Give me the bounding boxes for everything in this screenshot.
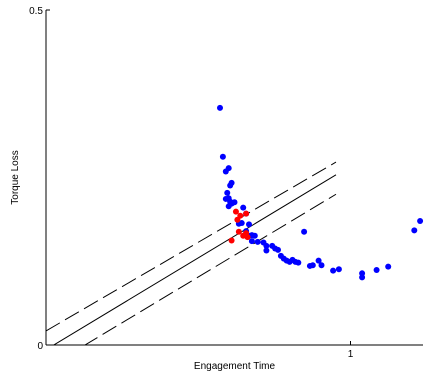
fit-line-dashed-2 bbox=[84, 193, 337, 345]
data-point-s0-17 bbox=[246, 221, 252, 228]
data-point-s0-39 bbox=[309, 262, 316, 269]
data-point-s1-7 bbox=[244, 234, 251, 241]
y-tick-label-1: 0.5 bbox=[29, 6, 43, 17]
ticks: 100.5 bbox=[29, 6, 354, 360]
data-point-s0-5 bbox=[228, 179, 235, 186]
data-point-s0-29 bbox=[275, 246, 281, 253]
data-point-s1-3 bbox=[243, 210, 250, 217]
data-point-s0-12 bbox=[225, 203, 232, 210]
axes bbox=[45, 10, 423, 346]
data-point-s0-1 bbox=[219, 153, 226, 160]
data-point-s0-21 bbox=[251, 232, 258, 239]
data-point-s0-48 bbox=[411, 227, 418, 234]
data-point-s0-41 bbox=[318, 262, 325, 269]
data-point-s0-23 bbox=[254, 238, 261, 245]
data-point-s0-13 bbox=[240, 204, 247, 211]
data-point-s0-43 bbox=[335, 266, 342, 273]
data-point-s0-6 bbox=[224, 189, 231, 196]
fit-line-solid-0 bbox=[52, 174, 337, 345]
data-point-s1-8 bbox=[228, 237, 235, 244]
fit-line-dashed-1 bbox=[46, 161, 337, 332]
data-point-s0-37 bbox=[301, 228, 308, 235]
data-point-s0-45 bbox=[359, 274, 366, 281]
data-point-s0-0 bbox=[217, 104, 223, 111]
data-point-s0-28 bbox=[263, 247, 270, 254]
x-axis-label: Engagement Time bbox=[194, 361, 276, 372]
x-tick-label-0: 1 bbox=[348, 349, 354, 360]
y-tick-label-0: 0 bbox=[37, 341, 43, 352]
y-axis-label: Torque Loss bbox=[10, 150, 21, 204]
data-point-s0-22 bbox=[248, 238, 255, 245]
data-points bbox=[217, 104, 424, 281]
data-point-s1-4 bbox=[235, 228, 242, 235]
data-point-s1-0 bbox=[232, 208, 239, 215]
data-point-s0-49 bbox=[417, 218, 424, 225]
data-point-s0-42 bbox=[330, 267, 337, 274]
fit-lines bbox=[46, 161, 337, 345]
data-point-s0-46 bbox=[373, 266, 380, 273]
data-point-s0-11 bbox=[231, 199, 238, 206]
data-point-s0-36 bbox=[295, 259, 302, 266]
data-point-s0-40 bbox=[315, 257, 322, 264]
data-point-s0-3 bbox=[225, 165, 232, 172]
data-point-s0-47 bbox=[385, 263, 392, 270]
data-point-s0-25 bbox=[263, 242, 270, 249]
data-point-s1-2 bbox=[237, 212, 244, 219]
